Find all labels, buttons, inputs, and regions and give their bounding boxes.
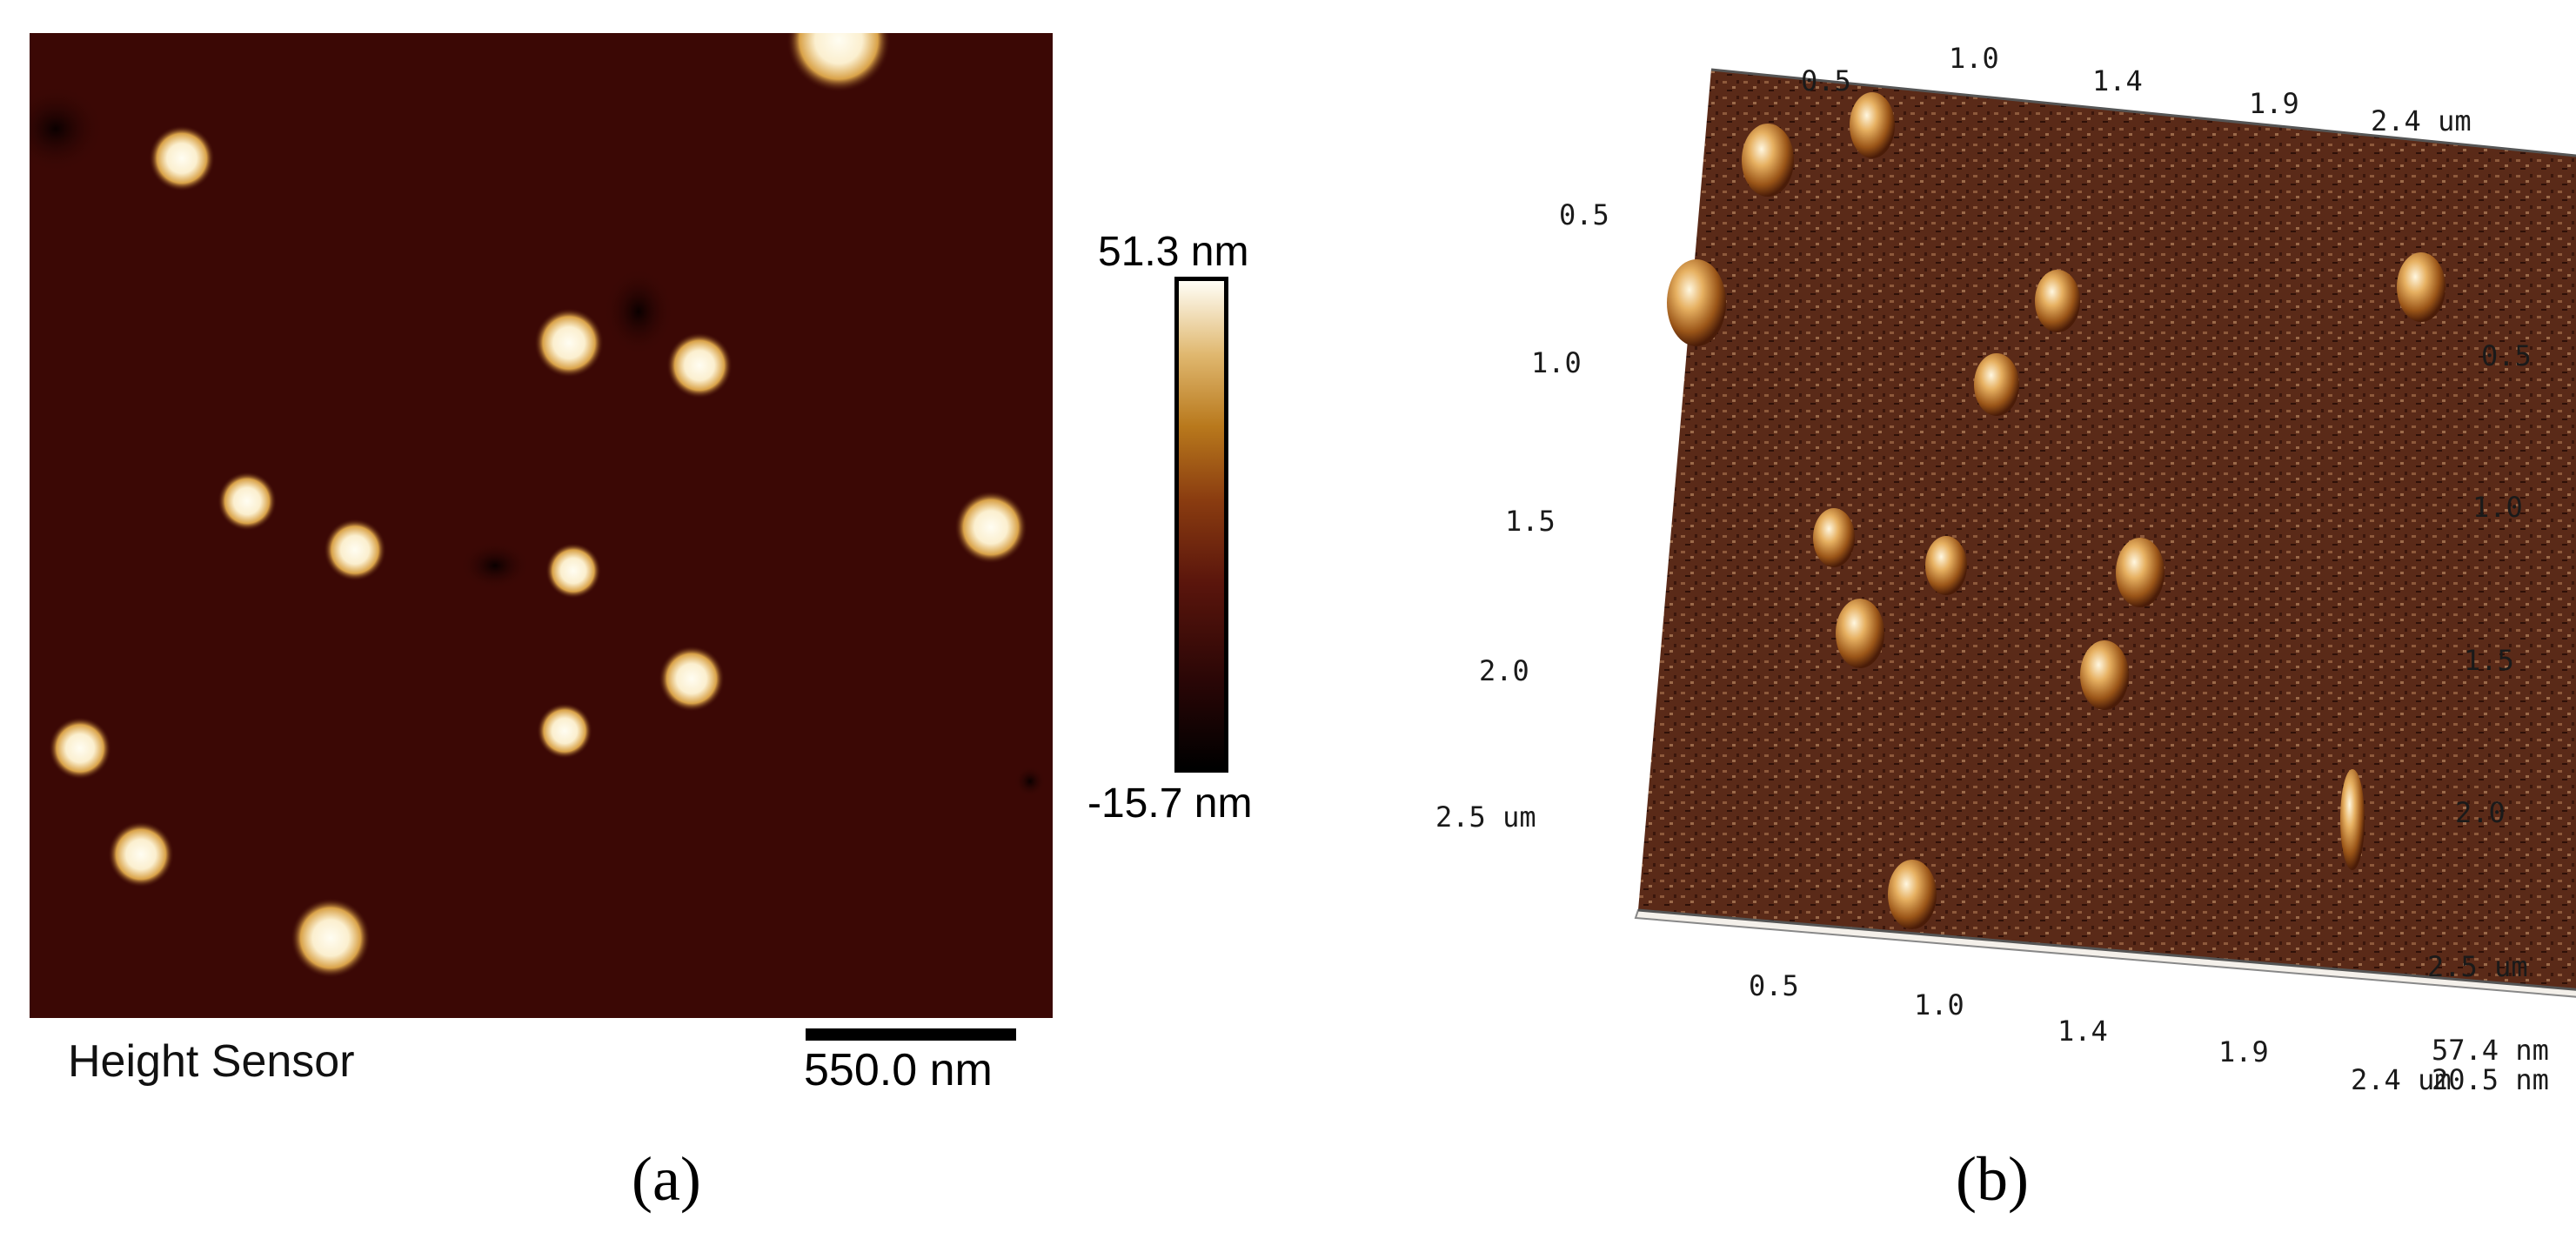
surface-pit bbox=[30, 85, 104, 172]
particle bbox=[786, 33, 891, 92]
left-tick-label: 2.0 bbox=[1479, 654, 1529, 687]
particle bbox=[291, 898, 371, 978]
top-tick-label: 1.0 bbox=[1949, 42, 1999, 75]
particle-bump bbox=[1974, 353, 2019, 416]
particle bbox=[659, 646, 725, 712]
particle bbox=[545, 543, 601, 599]
z-min-label: 20.5 nm bbox=[2432, 1063, 2549, 1096]
height-map-background bbox=[30, 33, 1053, 1018]
particle-bump bbox=[2035, 270, 2080, 332]
top-tick-label: 0.5 bbox=[1801, 64, 1851, 97]
particles-2d bbox=[49, 33, 1027, 978]
particle-bump bbox=[2116, 538, 2165, 607]
top-tick-label: 2.4 um bbox=[2371, 104, 2472, 137]
scale-bar-label: 550.0 nm bbox=[804, 1045, 993, 1095]
top-tick-label: 1.9 bbox=[2249, 87, 2299, 120]
afm-height-image bbox=[30, 33, 1053, 1018]
left-tick-label: 0.5 bbox=[1559, 198, 1609, 231]
particle bbox=[49, 717, 111, 780]
bottom-tick-label: 1.9 bbox=[2218, 1035, 2269, 1068]
right-tick-label: 0.5 bbox=[2481, 339, 2532, 372]
top-tick-label: 1.4 bbox=[2092, 64, 2143, 97]
colorbar-max-label: 51.3 nm bbox=[1098, 229, 1249, 275]
particle-bump bbox=[1850, 92, 1895, 158]
bottom-tick-label: 1.0 bbox=[1914, 988, 1964, 1021]
particle bbox=[108, 821, 174, 887]
particle bbox=[954, 491, 1027, 564]
height-colorbar bbox=[1174, 277, 1228, 773]
bottom-tick-label: 0.5 bbox=[1749, 969, 1799, 1002]
channel-label: Height Sensor bbox=[68, 1036, 355, 1087]
panel-letter-a: (a) bbox=[632, 1144, 701, 1214]
surface-pit bbox=[1014, 766, 1046, 797]
particle bbox=[324, 519, 386, 581]
left-tick-label: 2.5 um bbox=[1435, 800, 1536, 834]
particle bbox=[217, 472, 277, 531]
particle-bump bbox=[1813, 508, 1855, 567]
particle-bump bbox=[1742, 124, 1794, 197]
particle-bump bbox=[1888, 860, 1937, 929]
bottom-tick-label: 1.4 bbox=[2057, 1015, 2108, 1048]
panel-letter-b: (b) bbox=[1956, 1144, 2029, 1214]
particle-bump bbox=[1667, 259, 1726, 346]
particle bbox=[534, 308, 604, 378]
scale-bar bbox=[806, 1028, 1016, 1041]
particle-bump bbox=[1925, 536, 1967, 595]
particle-bump bbox=[2397, 252, 2446, 322]
surface-pit bbox=[460, 541, 530, 590]
right-tick-label: 2.0 bbox=[2455, 796, 2506, 829]
right-tick-label: 1.0 bbox=[2472, 491, 2523, 524]
colorbar-min-label: -15.7 nm bbox=[1087, 780, 1253, 827]
z-max-label: 57.4 nm bbox=[2432, 1034, 2549, 1067]
left-tick-label: 1.0 bbox=[1531, 346, 1582, 379]
particle bbox=[666, 332, 733, 398]
left-tick-label: 1.5 bbox=[1505, 505, 1556, 538]
bottom-tick-label: 2.4 um bbox=[2351, 1063, 2452, 1096]
surface-plane bbox=[1638, 70, 2576, 990]
particle bbox=[149, 125, 215, 191]
axis-ticks: 0.5 1.0 1.4 1.9 2.4 um 0.5 1.0 1.5 2.0 2.5 um 0.5 1… bbox=[1435, 42, 2549, 1096]
particle bbox=[537, 703, 592, 759]
right-tick-label: 1.5 bbox=[2464, 644, 2514, 677]
particles-3d bbox=[1667, 92, 2446, 929]
afm-3d-image: 0.5 1.0 1.4 1.9 2.4 um 0.5 1.0 1.5 2.0 2.5 um 0.5 1… bbox=[1435, 42, 2576, 1096]
right-tick-label: 2.5 um bbox=[2427, 950, 2528, 983]
top-axis-line bbox=[1710, 68, 2576, 157]
bottom-axis-line bbox=[1637, 908, 2576, 991]
particle-bump bbox=[2340, 769, 2365, 870]
surface-pit bbox=[604, 268, 673, 355]
particle-bump bbox=[2080, 640, 2129, 710]
particle-bump bbox=[1836, 599, 1884, 668]
